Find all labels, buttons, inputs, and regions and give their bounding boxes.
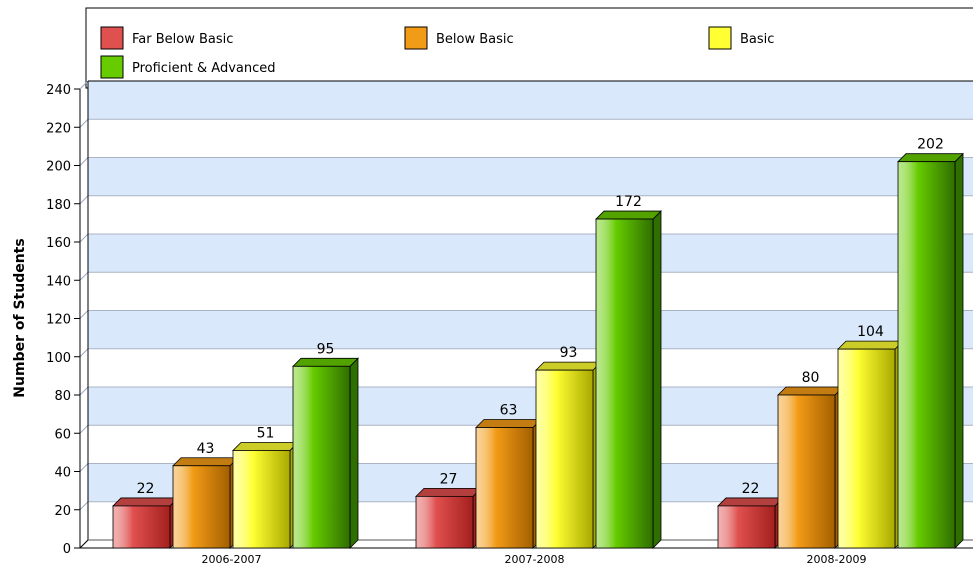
grid-line-diagonal (79, 386, 89, 396)
legend-swatch (404, 26, 428, 50)
bar-side (954, 152, 964, 549)
y-tick-label: 40 (54, 466, 71, 481)
bar-top (232, 442, 299, 451)
data-label: 172 (615, 194, 642, 210)
y-tick-label: 240 (46, 83, 71, 98)
bar-top (837, 340, 904, 350)
y-axis: 0 20 40 60 80 100 120 140 160 180 200 220 240 (46, 83, 81, 557)
bar-side (349, 357, 359, 549)
grid-band (88, 310, 973, 349)
legend-label: Far Below Basic (132, 32, 233, 47)
grid-line-diagonal (79, 424, 89, 434)
bar-shading (535, 369, 594, 549)
bar-top (415, 487, 482, 497)
x-tick-label: 2006-2007 (202, 553, 262, 566)
grid-band (88, 81, 973, 120)
data-label: 95 (317, 341, 335, 357)
y-tick-label: 60 (54, 427, 71, 442)
bar-top (172, 457, 239, 467)
grid-line-diagonal (79, 233, 89, 243)
legend-box (85, 7, 973, 89)
y-tick-label: 180 (46, 198, 71, 213)
bar-shading (112, 505, 171, 549)
bar-shading (415, 495, 474, 549)
grid-band (88, 157, 973, 196)
bar-top (475, 419, 542, 428)
x-tick-label: 2008-2009 (807, 553, 867, 566)
x-tick-label: 2007-2008 (505, 553, 565, 566)
legend: Far Below Basic Below Basic Basic Proficien… (100, 26, 774, 79)
bar-shading (475, 427, 534, 549)
bar-shading (717, 505, 776, 549)
y-tick-label: 160 (46, 236, 71, 251)
grid-band (88, 234, 973, 273)
grid-line-diagonal (79, 118, 89, 128)
legend-swatch (708, 26, 732, 50)
data-label: 104 (857, 324, 884, 340)
bar-top (717, 497, 784, 507)
data-label: 202 (917, 137, 944, 153)
y-tick-label: 80 (54, 389, 71, 404)
data-label: 22 (137, 481, 155, 497)
bar-top (777, 386, 844, 396)
legend-label: Below Basic (436, 32, 514, 47)
grid-line-diagonal (79, 310, 89, 319)
bar-top (112, 497, 179, 507)
legend-swatch (100, 55, 124, 79)
data-label: 51 (257, 425, 275, 441)
data-label: 22 (742, 481, 760, 497)
y-tick-label: 220 (46, 121, 71, 136)
y-tick-label: 140 (46, 274, 71, 289)
grid-line-diagonal (79, 463, 89, 472)
bar-top (897, 153, 964, 163)
bar-top (595, 210, 662, 220)
grid-line-diagonal (79, 80, 89, 90)
bar-shading (837, 348, 896, 549)
y-axis-label: Number of Students (12, 238, 28, 397)
data-label: 80 (802, 370, 820, 386)
legend-label: Proficient & Advanced (132, 61, 276, 76)
bar-shading (172, 465, 231, 549)
bar-shading (595, 218, 654, 549)
bar-top (535, 361, 602, 371)
data-label: 27 (440, 471, 458, 487)
data-label: 63 (500, 403, 518, 419)
y-tick-label: 120 (46, 313, 71, 328)
y-tick-label: 200 (46, 160, 71, 175)
grid-line-diagonal (79, 348, 89, 358)
grid-line-diagonal (79, 501, 89, 511)
data-label: 43 (197, 441, 215, 457)
bars: 22 43 51 95 27 63 93 172 22 80 104 202 (112, 137, 964, 549)
bar-shading (232, 450, 291, 549)
x-axis-labels: 2006-2007 2007-2008 2008-2009 (202, 553, 867, 566)
data-label: 93 (560, 345, 578, 361)
legend-swatch (100, 26, 124, 50)
grid-line-diagonal (79, 195, 89, 205)
bar-side (652, 210, 662, 549)
bar-top (292, 357, 359, 367)
bar-shading (292, 365, 351, 549)
y-tick-label: 0 (63, 542, 71, 557)
floor-side-edge (79, 539, 89, 549)
grid-line-diagonal (79, 271, 89, 281)
bar-shading (777, 394, 836, 549)
grid-line-diagonal (79, 157, 89, 166)
bar-shading (897, 161, 956, 549)
y-tick-label: 20 (54, 504, 71, 519)
y-tick-label: 100 (46, 351, 71, 366)
legend-label: Basic (740, 32, 774, 47)
